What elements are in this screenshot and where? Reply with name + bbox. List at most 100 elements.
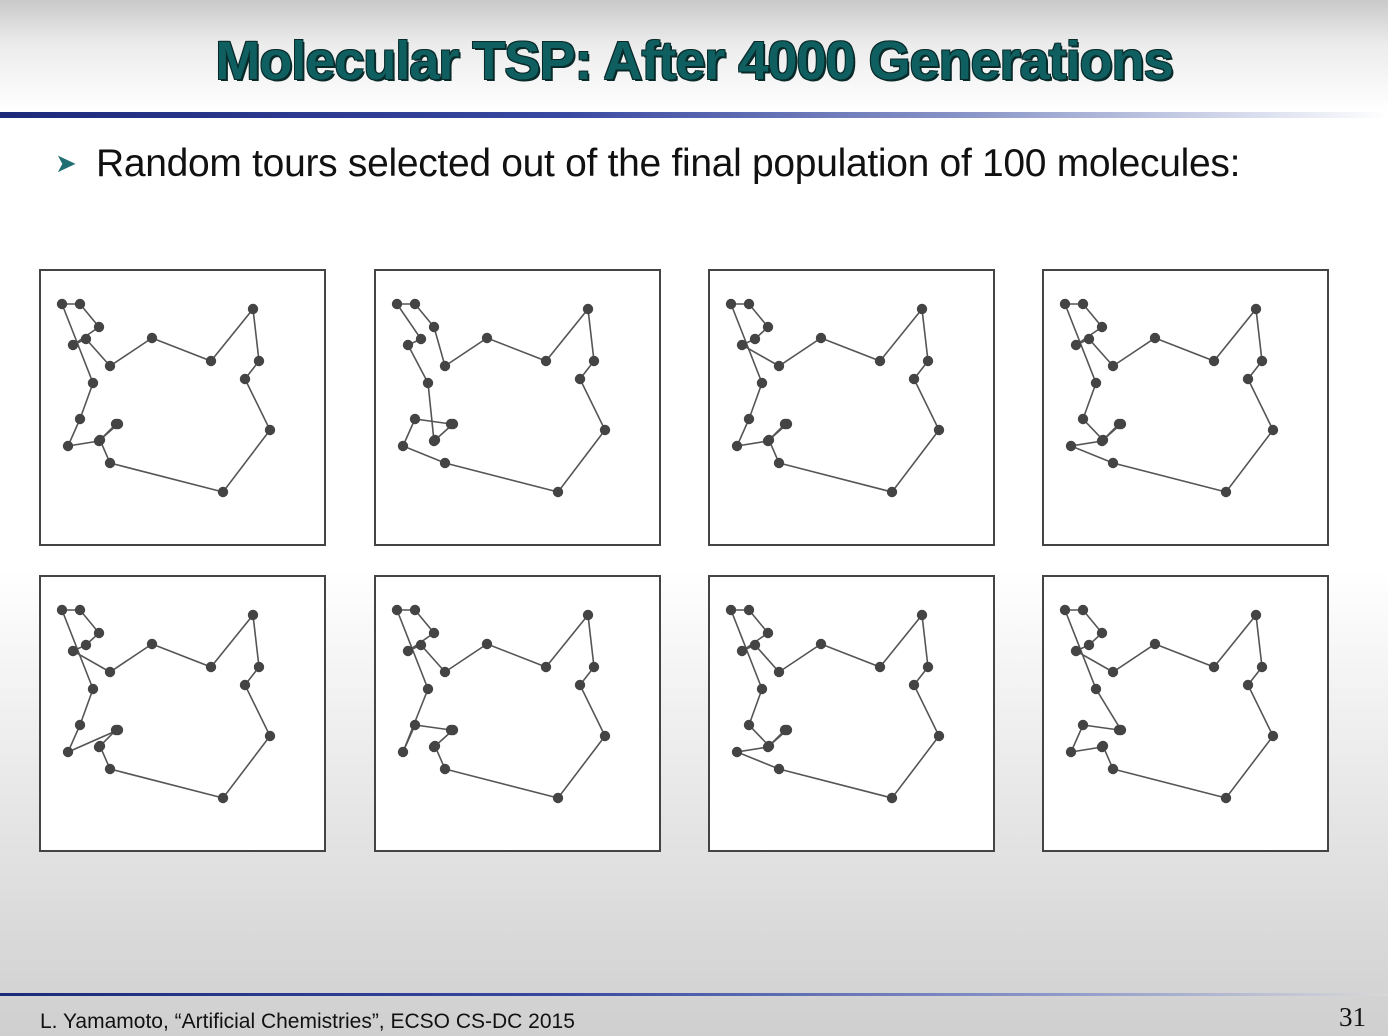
city-node	[552, 792, 564, 804]
city-node	[80, 333, 92, 345]
tour-frame	[708, 269, 995, 546]
city-node	[1107, 457, 1119, 469]
city-node	[749, 333, 761, 345]
city-node	[588, 661, 600, 673]
city-node	[1267, 424, 1279, 436]
city-node	[1250, 609, 1262, 621]
city-node	[1208, 661, 1220, 673]
city-node	[1242, 679, 1254, 691]
city-node	[1070, 339, 1082, 351]
city-node	[1096, 435, 1108, 447]
city-node	[762, 435, 774, 447]
city-node	[773, 457, 785, 469]
city-node	[1090, 683, 1102, 695]
city-node	[217, 792, 229, 804]
tour-panel-2	[374, 269, 661, 546]
city-node	[574, 373, 586, 385]
city-node	[922, 661, 934, 673]
tour-panel-5	[39, 575, 326, 852]
city-node	[264, 424, 276, 436]
city-node	[74, 298, 86, 310]
city-node	[540, 661, 552, 673]
city-node	[264, 730, 276, 742]
city-node	[391, 298, 403, 310]
city-node	[93, 435, 105, 447]
city-node	[1149, 332, 1161, 344]
tour-path	[396, 609, 606, 799]
city-node	[428, 435, 440, 447]
city-node	[1065, 746, 1077, 758]
city-node	[93, 321, 105, 333]
city-node	[217, 486, 229, 498]
city-node	[933, 424, 945, 436]
city-node	[781, 724, 793, 736]
city-node	[749, 639, 761, 651]
tour-panel-8	[1042, 575, 1329, 852]
city-node	[773, 763, 785, 775]
city-node	[582, 303, 594, 315]
city-node	[447, 418, 459, 430]
city-node	[62, 440, 74, 452]
city-node	[247, 609, 259, 621]
tour-path	[61, 303, 271, 493]
city-node	[1077, 413, 1089, 425]
city-node	[582, 609, 594, 621]
city-node	[574, 679, 586, 691]
city-node	[1070, 645, 1082, 657]
tour-panel-7	[708, 575, 995, 852]
city-node	[56, 298, 68, 310]
city-node	[481, 638, 493, 650]
city-node	[1096, 741, 1108, 753]
city-node	[916, 303, 928, 315]
city-node	[756, 377, 768, 389]
city-node	[743, 413, 755, 425]
tour-frame	[39, 269, 326, 546]
city-node	[762, 321, 774, 333]
city-node	[409, 604, 421, 616]
tour-panel-6	[374, 575, 661, 852]
city-node	[1083, 639, 1095, 651]
tour-frame	[1042, 575, 1329, 852]
city-node	[74, 413, 86, 425]
city-node	[762, 627, 774, 639]
city-node	[439, 360, 451, 372]
bullet-arrow-icon: ➤	[55, 148, 77, 178]
city-node	[736, 645, 748, 657]
city-node	[762, 741, 774, 753]
city-node	[743, 298, 755, 310]
city-node	[239, 679, 251, 691]
city-node	[1090, 377, 1102, 389]
city-node	[725, 604, 737, 616]
city-node	[1065, 440, 1077, 452]
city-node	[397, 746, 409, 758]
city-node	[447, 724, 459, 736]
footer-rule	[0, 993, 1388, 996]
city-node	[428, 627, 440, 639]
city-node	[409, 719, 421, 731]
tour-path	[730, 303, 940, 493]
city-node	[815, 332, 827, 344]
city-node	[1250, 303, 1262, 315]
city-node	[62, 746, 74, 758]
city-node	[725, 298, 737, 310]
city-node	[439, 763, 451, 775]
city-node	[402, 645, 414, 657]
city-node	[67, 645, 79, 657]
city-node	[1077, 298, 1089, 310]
city-node	[781, 418, 793, 430]
city-node	[253, 355, 265, 367]
city-node	[104, 457, 116, 469]
city-node	[1115, 418, 1127, 430]
city-node	[886, 486, 898, 498]
city-node	[540, 355, 552, 367]
city-node	[736, 339, 748, 351]
city-node	[422, 377, 434, 389]
city-node	[112, 724, 124, 736]
city-node	[743, 719, 755, 731]
tour-frame	[1042, 269, 1329, 546]
city-node	[1242, 373, 1254, 385]
city-node	[1256, 661, 1268, 673]
city-node	[908, 679, 920, 691]
city-node	[1267, 730, 1279, 742]
